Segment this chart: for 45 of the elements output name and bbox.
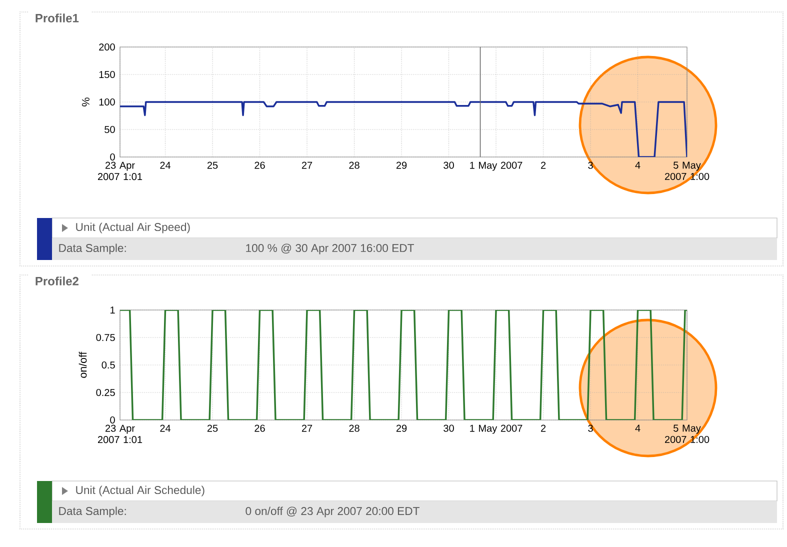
text: Data Sample: [59, 244, 126, 254]
line-series [120, 101, 688, 158]
y-tick-label: 0.25 [96, 388, 115, 396]
x-tick-label: 23 Apr 2007 1:01 [98, 424, 142, 444]
y-tick-label: 0.75 [96, 334, 115, 342]
x-tick-label: 30 [444, 162, 454, 169]
x-tick-label: 27 [302, 424, 312, 432]
x-tick-label: 1 May 2007 [470, 162, 522, 171]
text: Unit (Actual Air Schedule) [76, 486, 204, 496]
x-tick-label: 24 [160, 424, 171, 432]
x-tick-label: 23 Apr 2007 1:01 [98, 162, 142, 180]
x-tick-label: 25 [207, 424, 218, 432]
y-axis-title: on/off [78, 352, 87, 378]
x-tick-label: 3 [588, 162, 593, 169]
x-tick-label: 25 [207, 162, 218, 169]
x-tick-label: 29 [396, 162, 407, 169]
y-tick-label: 50 [104, 126, 115, 134]
chart-title: Profile1 [36, 14, 79, 22]
x-tick-label: 24 [160, 162, 171, 169]
x-tick-label: 27 [302, 162, 312, 169]
x-tick-label: 28 [349, 162, 360, 169]
y-tick-label: 100 [99, 98, 115, 106]
y-tick-label: 0 [110, 153, 115, 161]
y-tick-label: 0.5 [102, 361, 115, 369]
x-tick-label: 26 [254, 162, 265, 169]
chart-title: Profile2 [36, 276, 78, 286]
x-tick-label: 30 [444, 424, 454, 432]
x-tick-label: 4 [635, 162, 640, 169]
x-tick-label: 3 [588, 424, 593, 432]
text: Data Sample: [59, 506, 126, 518]
x-tick-label: 28 [349, 424, 360, 432]
text: 100 % @ 30 Apr 2007 16:00 EDT [246, 244, 414, 254]
x-tick-label: 29 [396, 424, 407, 432]
y-tick-label: 150 [99, 70, 115, 78]
y-tick-label: 200 [99, 43, 115, 51]
x-tick-label: 26 [254, 424, 265, 432]
x-tick-label: 4 [635, 424, 640, 432]
x-tick-label: 1 May 2007 [470, 424, 522, 434]
y-axis-title: % [82, 98, 90, 106]
y-tick-label: 0 [110, 416, 115, 424]
text: Unit (Actual Air Speed) [76, 222, 190, 234]
text: 0 on/off @ 23 Apr 2007 20:00 EDT [246, 506, 420, 518]
x-tick-label: 2 [541, 162, 546, 169]
y-tick-label: 1 [110, 306, 115, 314]
x-tick-label: 2 [541, 424, 546, 432]
